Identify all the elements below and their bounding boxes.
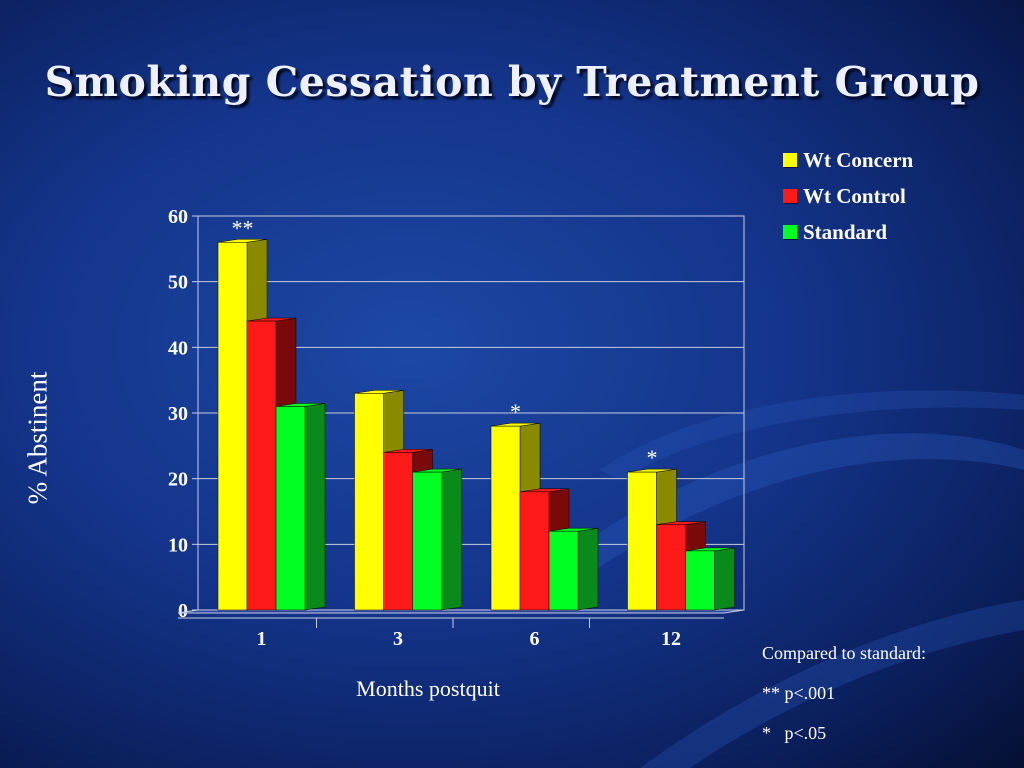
bar-side-standard xyxy=(304,403,326,611)
bar-wt-control-1 xyxy=(246,320,277,611)
bar-wt-concern-1 xyxy=(217,242,248,611)
y-axis-label: % Abstinent xyxy=(22,371,53,505)
bar-standard-6 xyxy=(548,530,579,611)
bar-side-standard xyxy=(577,527,599,611)
bar-wt-concern-6 xyxy=(490,425,521,611)
x-axis-label: Months postquit xyxy=(356,676,500,701)
bar-standard-12 xyxy=(685,550,715,611)
y-tick-label: 60 xyxy=(168,206,188,228)
legend-item-wt-control: Wt Control xyxy=(783,178,913,214)
chart-legend: Wt Concern Wt Control Standard xyxy=(783,142,913,250)
bar-side-standard xyxy=(441,468,462,611)
y-tick-label: 30 xyxy=(168,403,188,425)
bar-wt-control-3 xyxy=(383,452,413,611)
legend-label-standard: Standard xyxy=(803,219,888,244)
bar-wt-concern-12 xyxy=(627,471,657,611)
x-tick-label: 3 xyxy=(393,628,403,650)
footnote-p05: * p<.05 xyxy=(762,723,827,743)
y-tick-label: 10 xyxy=(168,534,188,556)
x-tick-label: 12 xyxy=(661,628,681,650)
footnotes: Compared to standard: ** p<.001 * p<.05 xyxy=(762,642,926,762)
legend-label-wt-concern: Wt Concern xyxy=(803,147,914,172)
y-tick-label: 50 xyxy=(168,272,188,294)
legend-item-wt-concern: Wt Concern xyxy=(783,142,913,178)
slide-title: Smoking Cessation by Treatment Group xyxy=(44,58,980,106)
bar-side-standard xyxy=(714,547,735,611)
footnote-p001: ** p<.001 xyxy=(762,683,836,703)
x-tick-label: 1 xyxy=(257,628,267,650)
chart-floor xyxy=(177,609,745,614)
significance-marker: * xyxy=(647,445,658,470)
x-tick-label: 6 xyxy=(530,628,540,650)
legend-item-standard: Standard xyxy=(783,214,913,250)
bar-wt-control-12 xyxy=(656,524,686,611)
legend-swatch-wt-control xyxy=(783,189,797,203)
significance-marker: * xyxy=(510,399,521,424)
bar-standard-1 xyxy=(275,406,306,611)
bar-wt-concern-3 xyxy=(354,393,384,611)
bar-standard-3 xyxy=(412,471,442,611)
bar-wt-control-6 xyxy=(519,491,550,611)
significance-marker: ** xyxy=(232,215,254,240)
legend-swatch-wt-concern xyxy=(783,153,797,167)
y-tick-label: 0 xyxy=(178,600,188,622)
legend-label-wt-control: Wt Control xyxy=(803,183,906,208)
footnote-heading: Compared to standard: xyxy=(762,643,926,663)
legend-swatch-standard xyxy=(783,225,797,239)
y-tick-label: 20 xyxy=(168,469,188,491)
y-tick-label: 40 xyxy=(168,337,188,359)
